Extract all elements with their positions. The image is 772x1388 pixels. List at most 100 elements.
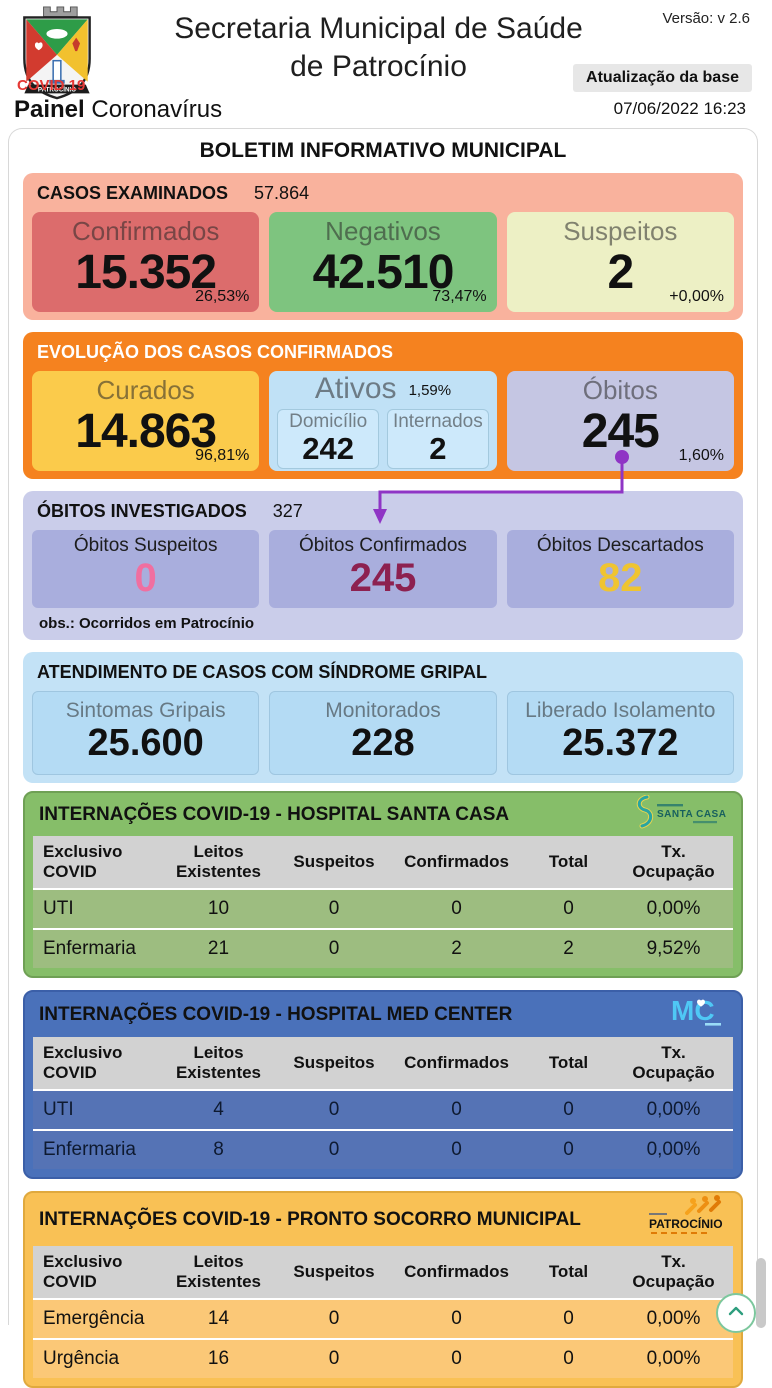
table-cell: 0,00% xyxy=(646,1099,701,1121)
casos-examinados-total: 57.864 xyxy=(254,183,310,203)
table-header-row: Exclusivo COVID Leitos Existentes Suspei… xyxy=(33,1037,733,1090)
card-title: Negativos xyxy=(325,216,441,246)
update-base-label: Atualização da base xyxy=(573,64,752,92)
santa-casa-table: Exclusivo COVID Leitos Existentes Suspei… xyxy=(33,836,733,969)
column-header: Exclusivo COVID xyxy=(43,842,123,882)
column-header: Confirmados xyxy=(404,1262,509,1282)
card-title: Óbitos Suspeitos xyxy=(73,535,218,556)
column-header: Total xyxy=(548,1053,589,1073)
patrocinio-coat-of-arms-logo: PATROCÍNIO xyxy=(16,5,98,106)
card-percent: 73,47% xyxy=(432,288,487,305)
table-cell: Emergência xyxy=(43,1308,145,1330)
card-title: Óbitos xyxy=(582,375,658,405)
card-title: Óbitos Descartados xyxy=(536,535,704,556)
pronto-socorro-label: INTERNAÇÕES COVID-19 - PRONTO SOCORRO MU… xyxy=(39,1208,581,1230)
table-cell: 0 xyxy=(563,898,574,920)
med-center-logo: MC xyxy=(669,994,727,1035)
card-percent: 26,53% xyxy=(195,288,250,305)
table-cell: 0 xyxy=(451,1099,462,1121)
table-row: Enfermaria 21 0 2 2 9,52% xyxy=(33,928,733,969)
med-center-label: INTERNAÇÕES COVID-19 - HOSPITAL MED CENT… xyxy=(39,1003,513,1025)
column-header: Suspeitos xyxy=(293,1053,375,1073)
card-title: Curados xyxy=(96,375,195,405)
column-header: Suspeitos xyxy=(293,852,375,872)
table-cell: 8 xyxy=(213,1139,224,1161)
evolucao-label: EVOLUÇÃO DOS CASOS CONFIRMADOS xyxy=(37,342,394,362)
column-header: Tx. Ocupação xyxy=(632,1043,715,1083)
scrollbar-thumb[interactable] xyxy=(756,1258,766,1328)
section-pronto-socorro: INTERNAÇÕES COVID-19 - PRONTO SOCORRO MU… xyxy=(23,1191,743,1388)
column-header: Confirmados xyxy=(404,1053,509,1073)
table-cell: UTI xyxy=(43,1099,74,1121)
table-cell: 0 xyxy=(328,1139,340,1161)
table-cell: 0 xyxy=(451,1308,462,1330)
patrocinio-municipal-logo: PATROCÍNIO xyxy=(647,1195,727,1244)
card-title: Monitorados xyxy=(325,699,441,722)
scroll-to-top-button[interactable] xyxy=(716,1293,756,1333)
table-cell: 0 xyxy=(563,1348,574,1370)
card-value: 245 xyxy=(349,556,417,600)
table-cell: 0 xyxy=(563,1308,574,1330)
card-title: Liberado Isolamento xyxy=(525,699,716,722)
column-header: Tx. Ocupação xyxy=(632,842,715,882)
header: PATROCÍNIO COVID 19 Painel Coronavírus S… xyxy=(0,0,772,128)
card-ativos: Ativos 1,59% Domicílio 242 Internados 2 xyxy=(269,371,497,471)
card-obitos-descartados: Óbitos Descartados 82 xyxy=(506,530,734,608)
table-cell: UTI xyxy=(43,898,74,920)
svg-text:SANTA CASA: SANTA CASA xyxy=(657,809,726,820)
table-row: Emergência 14 0 0 0 0,00% xyxy=(33,1298,733,1339)
table-cell: 0,00% xyxy=(646,1139,701,1161)
card-suspeitos: Suspeitos 2 +0,00% xyxy=(506,212,734,312)
card-curados: Curados 14.863 96,81% xyxy=(32,371,260,471)
table-cell: 14 xyxy=(207,1308,230,1330)
update-datetime: 07/06/2022 16:23 xyxy=(613,99,746,118)
column-header: Total xyxy=(548,852,589,872)
column-header: Tx. Ocupação xyxy=(632,1252,715,1292)
section-obitos-investigados: ÓBITOS INVESTIGADOS 327 Óbitos Suspeitos… xyxy=(23,491,743,640)
card-obitos: Óbitos 245 1,60% xyxy=(506,371,734,471)
table-row: Urgência 16 0 0 0 0,00% xyxy=(33,1338,733,1379)
column-header: Confirmados xyxy=(404,852,509,872)
table-cell: 0 xyxy=(328,938,340,960)
card-sintomas-gripais: Sintomas Gripais 25.600 xyxy=(32,691,260,775)
table-cell: 2 xyxy=(451,938,462,960)
card-value: 15.352 xyxy=(75,245,217,299)
section-sindrome-gripal: ATENDIMENTO DE CASOS COM SÍNDROME GRIPAL… xyxy=(23,652,743,783)
covid19-label: COVID 19 xyxy=(17,77,86,94)
table-cell: 0 xyxy=(328,1348,340,1370)
card-title: Ativos xyxy=(314,372,397,405)
card-title: Sintomas Gripais xyxy=(65,699,226,722)
table-cell: 0 xyxy=(328,1308,340,1330)
table-cell: Enfermaria xyxy=(43,938,136,960)
table-cell: Enfermaria xyxy=(43,1139,136,1161)
svg-text:PATROCÍNIO: PATROCÍNIO xyxy=(38,85,76,93)
column-header: Exclusivo COVID xyxy=(43,1043,123,1083)
card-liberado-isolamento: Liberado Isolamento 25.372 xyxy=(506,691,734,775)
column-header: Leitos Existentes xyxy=(175,842,262,882)
med-center-table: Exclusivo COVID Leitos Existentes Suspei… xyxy=(33,1037,733,1170)
card-obitos-suspeitos: Óbitos Suspeitos 0 xyxy=(32,530,260,608)
card-value: 14.863 xyxy=(75,404,217,458)
card-obitos-confirmados: Óbitos Confirmados 245 xyxy=(269,530,497,608)
column-header: Suspeitos xyxy=(293,1262,375,1282)
card-percent: 1,60% xyxy=(678,447,724,464)
panel-title: Painel Coronavírus xyxy=(14,96,223,123)
table-cell: 10 xyxy=(207,898,230,920)
card-value: 25.372 xyxy=(562,722,679,764)
chevron-up-icon xyxy=(726,1304,746,1323)
table-row: UTI 4 0 0 0 0,00% xyxy=(33,1089,733,1130)
table-cell: 0 xyxy=(451,1348,462,1370)
subcard-value: 242 xyxy=(302,431,355,466)
card-value: 82 xyxy=(598,556,643,600)
table-cell: 4 xyxy=(213,1099,224,1121)
card-value: 228 xyxy=(351,722,415,764)
table-row: Enfermaria 8 0 0 0 0,00% xyxy=(33,1129,733,1170)
subcard-value: 2 xyxy=(429,431,447,466)
version-label: Versão: v 2.6 xyxy=(662,10,750,27)
page-title-line1: Secretaria Municipal de Saúde xyxy=(174,12,583,45)
table-cell: 16 xyxy=(207,1348,230,1370)
column-header: Leitos Existentes xyxy=(175,1043,262,1083)
santa-casa-logo: SANTA CASA xyxy=(631,794,727,834)
card-percent: 96,81% xyxy=(195,447,250,464)
page-title-line2: de Patrocínio xyxy=(290,50,467,84)
